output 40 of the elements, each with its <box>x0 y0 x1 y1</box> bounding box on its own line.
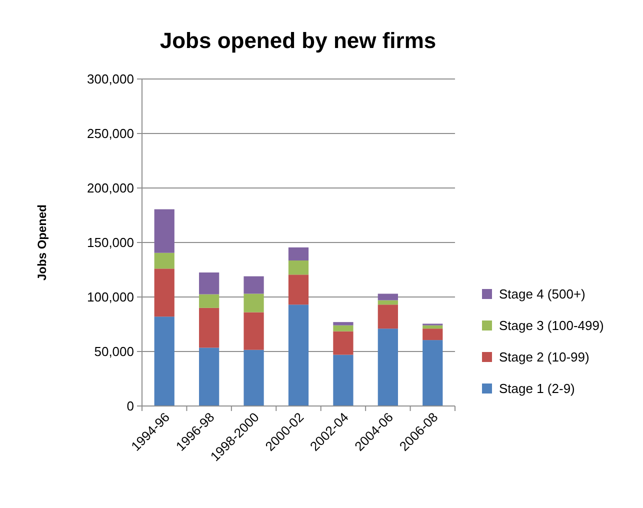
y-axis-title: Jobs Opened <box>35 204 49 281</box>
legend-label: Stage 1 (2-9) <box>499 381 575 396</box>
y-tick-label: 200,000 <box>87 180 134 196</box>
bar <box>378 300 398 305</box>
legend-label: Stage 2 (10-99) <box>499 350 590 365</box>
bar <box>333 331 354 355</box>
bar <box>333 325 354 332</box>
bar <box>288 274 309 305</box>
bar <box>154 268 174 317</box>
bar <box>378 304 398 329</box>
bar <box>422 328 443 340</box>
y-tick-label: 150,000 <box>87 235 134 250</box>
bar <box>154 252 174 269</box>
y-tick-label: 0 <box>126 398 134 414</box>
bar <box>288 304 309 406</box>
bar <box>288 247 309 260</box>
bar <box>199 348 220 406</box>
bar <box>288 260 309 275</box>
y-tick-label: 300,000 <box>87 72 134 87</box>
bar <box>154 209 174 253</box>
y-tick-label: 50,000 <box>94 344 134 360</box>
bar <box>378 294 398 300</box>
bar <box>244 276 264 294</box>
bar <box>244 294 264 312</box>
bar <box>199 272 220 294</box>
y-tick-label: 250,000 <box>87 126 134 142</box>
bar <box>199 294 220 308</box>
y-tick-label: 100,000 <box>87 290 134 305</box>
bar <box>154 316 174 406</box>
bar <box>244 312 264 350</box>
bar <box>199 308 220 348</box>
bar <box>244 350 264 406</box>
chart-title: Jobs opened by new firms <box>160 28 436 53</box>
bar <box>422 340 443 406</box>
legend-label: Stage 3 (100-499) <box>499 318 604 334</box>
bar <box>422 325 443 329</box>
bar <box>378 328 398 406</box>
bar <box>333 354 354 406</box>
legend-label: Stage 4 (500+) <box>499 286 586 302</box>
bar <box>333 322 354 326</box>
